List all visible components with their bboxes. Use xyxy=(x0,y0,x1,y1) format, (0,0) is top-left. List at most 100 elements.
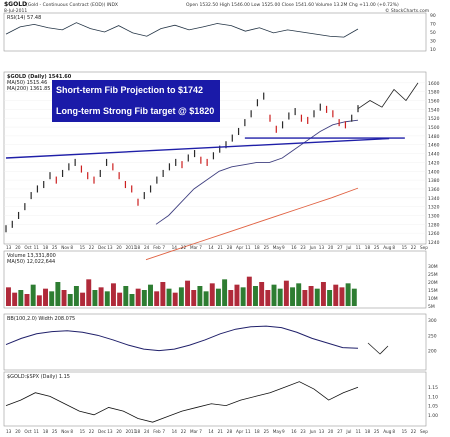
price-tick: 1600 xyxy=(428,81,440,87)
volume-bar xyxy=(302,290,308,306)
volume-bar xyxy=(290,287,296,306)
x-label: 2011 xyxy=(126,245,137,250)
x-label: 13 xyxy=(319,245,325,250)
volume-bar xyxy=(327,290,333,306)
x-label: 18 xyxy=(135,429,141,434)
volume-bar xyxy=(80,292,86,306)
upper-trendline xyxy=(5,137,390,159)
volume-tick-labels: 30M 25M 20M 15M 10M 5M xyxy=(428,264,438,310)
x-label: 16 xyxy=(291,429,297,434)
x-label: 13 xyxy=(107,245,113,250)
x-label: Apr xyxy=(236,429,244,434)
x-label: 8 xyxy=(392,429,395,434)
ratio-tick: 1.00 xyxy=(428,413,438,419)
x-label: 15 xyxy=(80,245,86,250)
volume-bar xyxy=(222,279,228,306)
volume-bar xyxy=(43,288,48,306)
volume-bar xyxy=(271,284,277,306)
x-label: 22 xyxy=(411,245,417,250)
volume-tick: 30M xyxy=(428,264,438,270)
bb-tick-labels: 300 250 200 xyxy=(428,318,437,355)
x-label: 25 xyxy=(52,429,58,434)
price-tick: 1520 xyxy=(428,116,440,122)
chart-description: (Gold - Continuous Contract (EOD)) INDX xyxy=(26,2,118,8)
volume-tick: 20M xyxy=(428,280,438,286)
volume-bar xyxy=(203,291,209,306)
rsi-label: RSI(14) 57.48 xyxy=(7,15,41,21)
x-label: Feb xyxy=(153,245,161,250)
gold-spx-ratio-line xyxy=(5,381,359,423)
volume-bar xyxy=(129,294,135,306)
price-label: $GOLD (Daily) 1541.60 xyxy=(7,74,72,80)
x-label: 15 xyxy=(402,245,408,250)
rsi-tick: 90 xyxy=(430,13,436,19)
rsi-tick-labels: 90 70 50 30 10 xyxy=(430,13,436,53)
price-tick: 1500 xyxy=(428,125,440,131)
volume-bar xyxy=(259,282,265,306)
x-label: 20 xyxy=(328,429,334,434)
x-label: 15 xyxy=(402,429,408,434)
volume-bar xyxy=(55,282,61,306)
x-label: 14 xyxy=(208,429,214,434)
x-label: May xyxy=(273,429,282,434)
price-tick: 1320 xyxy=(428,205,440,211)
ma200-label: MA(200) 1361.85 xyxy=(7,86,50,92)
volume-bar xyxy=(283,280,289,306)
volume-bar xyxy=(185,280,191,306)
price-tick: 1580 xyxy=(428,90,440,96)
x-label: 9 xyxy=(282,429,285,434)
volume-bar xyxy=(234,284,240,306)
bb-tick: 300 xyxy=(428,318,437,324)
bb-width-label: BB(100,2.0) Width 208.075 xyxy=(7,316,75,322)
x-label: 24 xyxy=(144,429,150,434)
x-label: 7 xyxy=(199,429,202,434)
panel-frames xyxy=(3,12,427,427)
price-tick: 1420 xyxy=(428,160,440,166)
ratio-tick: 1.10 xyxy=(428,394,438,400)
volume-bar xyxy=(166,288,172,306)
x-label: 15 xyxy=(80,429,86,434)
fib-projection-annotation: Short-term Fib Projection to $1742 xyxy=(56,85,203,95)
volume-bar xyxy=(172,292,178,306)
x-label: 7 xyxy=(162,429,165,434)
x-label: 25 xyxy=(264,245,270,250)
x-label: 2011 xyxy=(126,429,137,434)
x-label: Mar xyxy=(190,245,198,250)
volume-bar xyxy=(36,295,42,306)
x-label: 22 xyxy=(181,245,187,250)
ratio-tick: 1.05 xyxy=(428,404,438,410)
volume-bar xyxy=(296,283,302,306)
x-label: 20 xyxy=(328,245,334,250)
x-label: 8 xyxy=(70,429,73,434)
x-label: 25 xyxy=(264,429,270,434)
price-tick: 1560 xyxy=(428,99,440,105)
volume-label: Volume 13,331,800 xyxy=(7,253,56,259)
x-label: Dec xyxy=(98,245,107,250)
x-label: 28 xyxy=(227,245,233,250)
volume-bar xyxy=(215,288,221,306)
ratio-tick: 1.15 xyxy=(428,385,438,391)
volume-bar xyxy=(18,290,24,306)
price-tick: 1240 xyxy=(428,240,440,246)
price-tick: 1540 xyxy=(428,107,440,113)
price-tick-labels: 1600 1580 1560 1540 1520 1500 1480 1460 1440 1420… xyxy=(428,81,440,246)
x-label: 18 xyxy=(365,245,371,250)
chart-ohlc: Open 1532.50 High 1546.00 Low 1525.00 Cl… xyxy=(186,2,399,8)
x-label: 7 xyxy=(162,245,165,250)
annotation-box xyxy=(52,80,220,122)
volume-bar xyxy=(197,286,203,306)
volume-bar xyxy=(265,290,271,306)
x-label: 18 xyxy=(135,245,141,250)
volume-bar xyxy=(6,287,11,306)
x-label: Jun xyxy=(309,429,317,434)
price-tick: 1480 xyxy=(428,134,440,140)
rsi-tick: 70 xyxy=(430,22,436,28)
x-label: 22 xyxy=(181,429,187,434)
volume-bar xyxy=(104,291,110,306)
x-label: Oct xyxy=(24,429,32,434)
x-label: 28 xyxy=(227,429,233,434)
x-label: Jun xyxy=(309,245,317,250)
price-tick: 1440 xyxy=(428,152,440,158)
x-label: 8 xyxy=(70,245,73,250)
volume-bar xyxy=(209,283,215,306)
